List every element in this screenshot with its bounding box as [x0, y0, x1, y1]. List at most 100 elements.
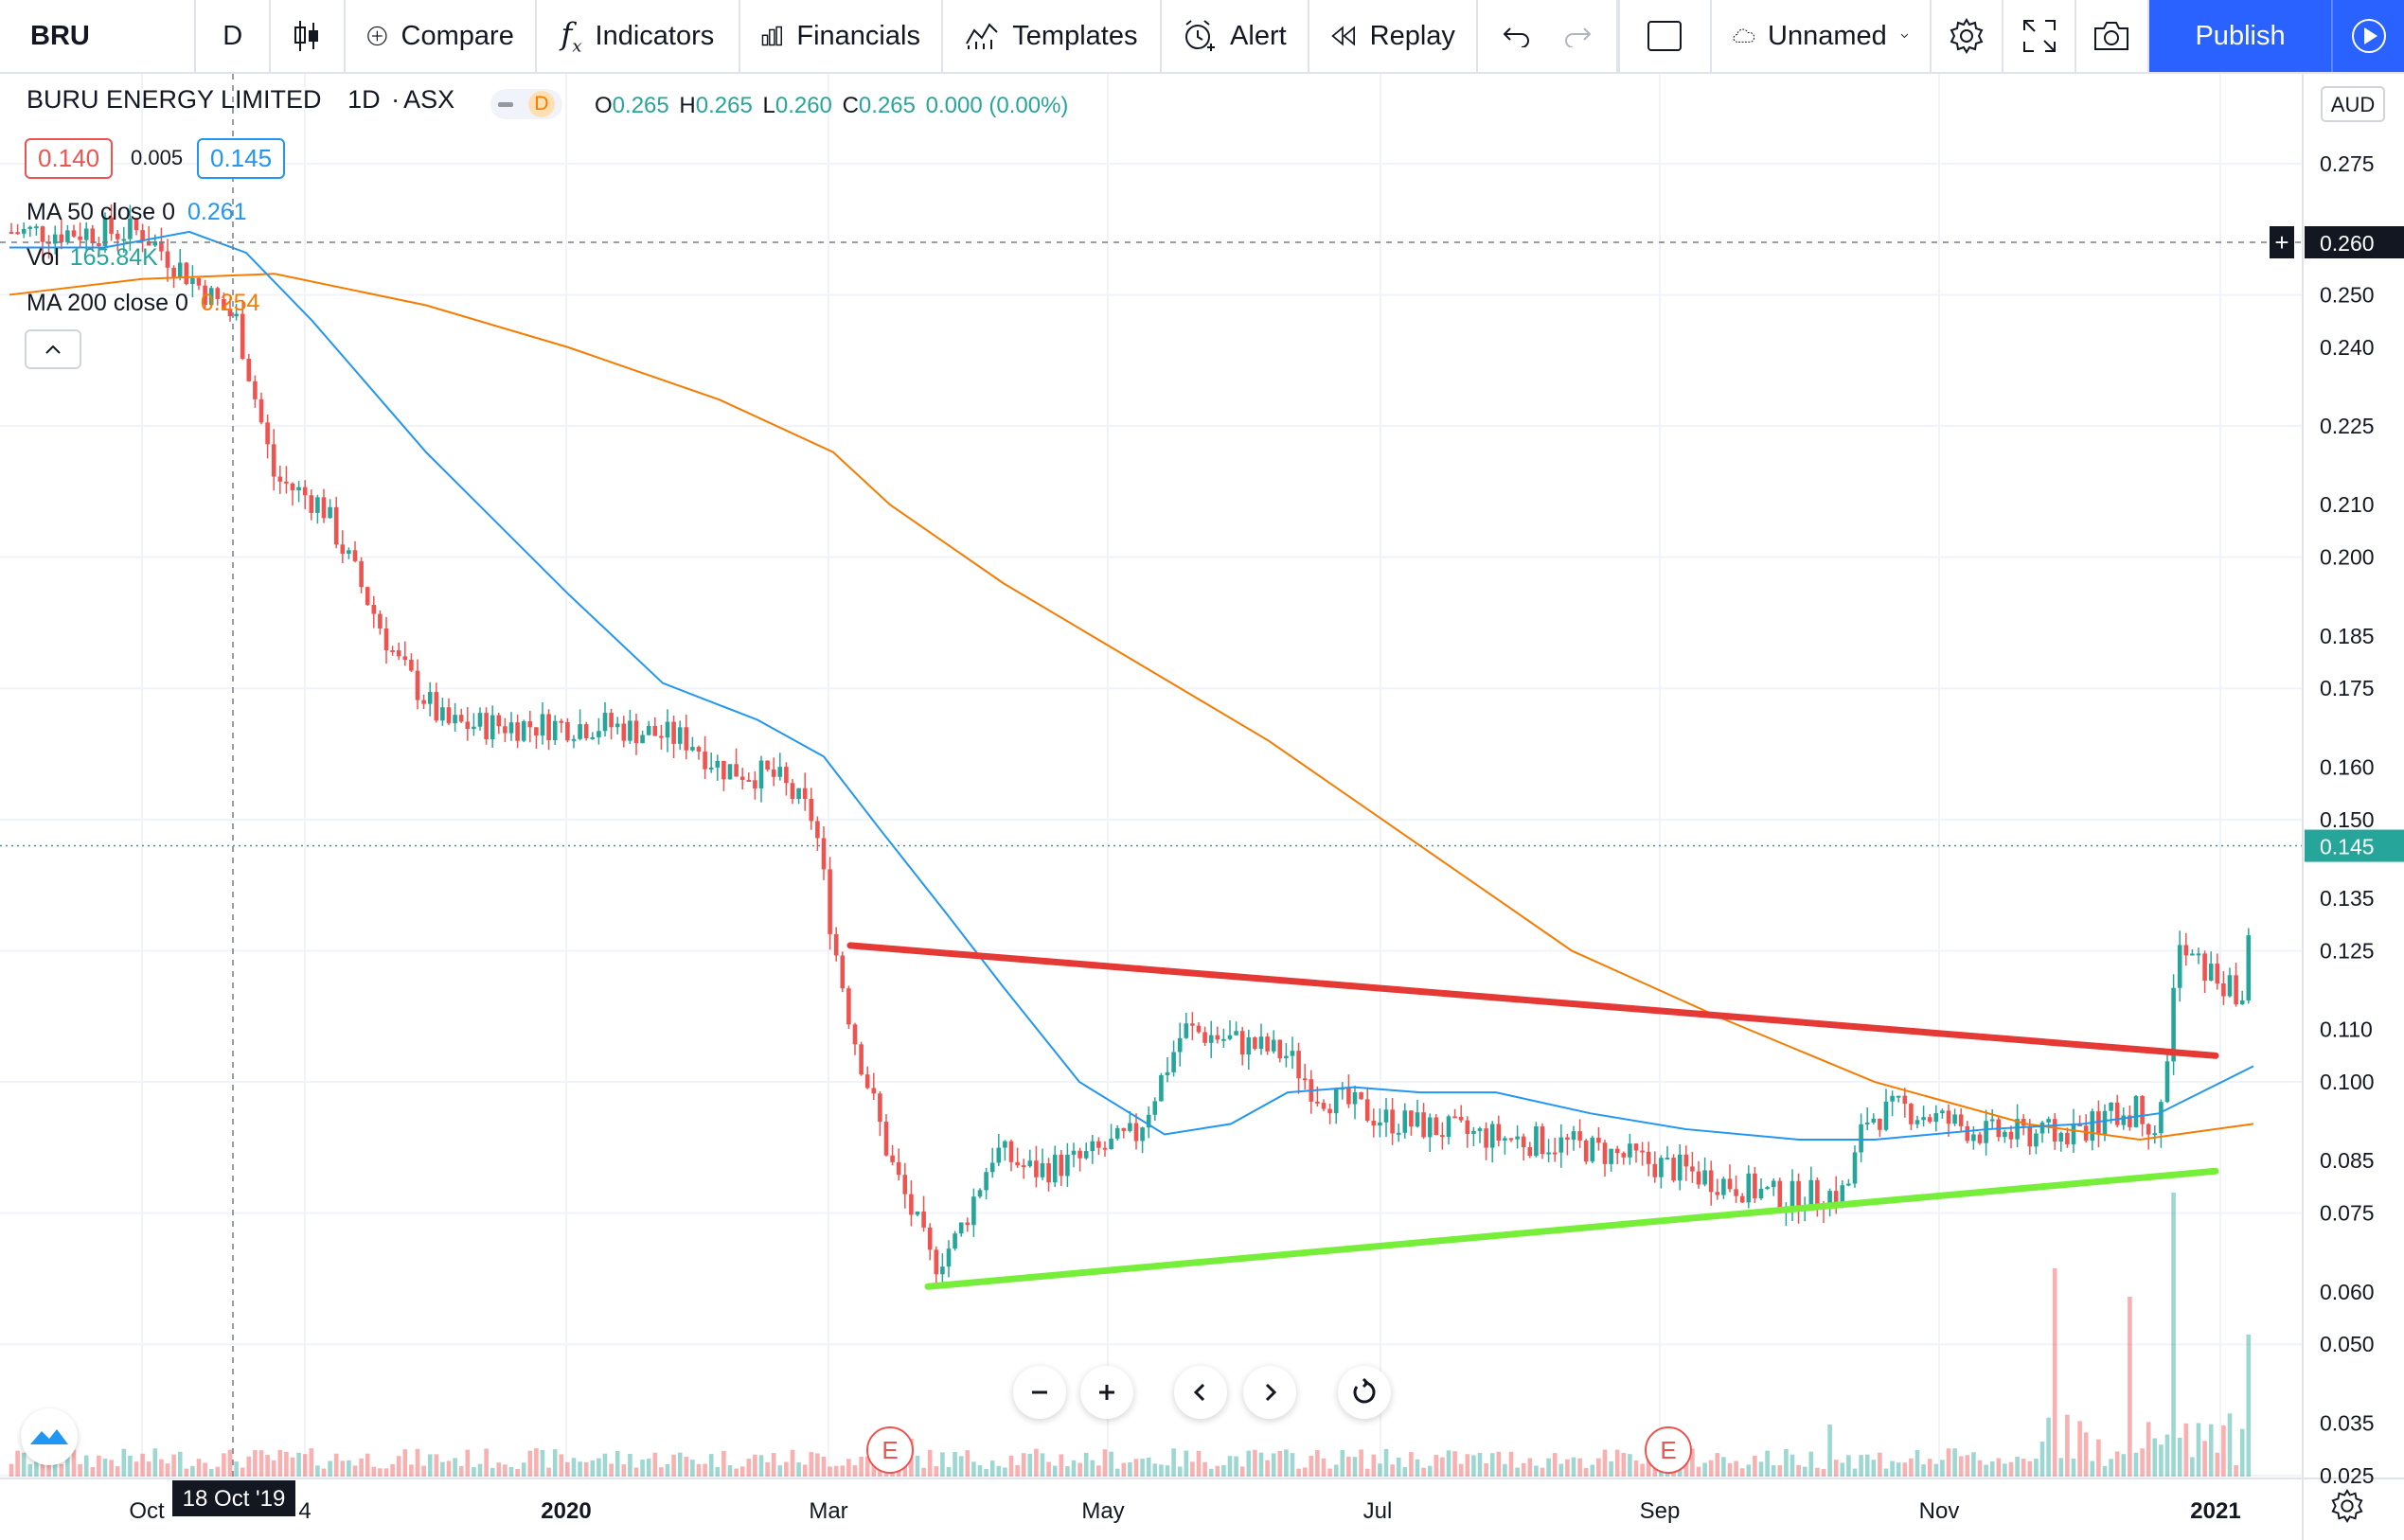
layout-name-button[interactable]: Unnamed: [1712, 0, 1932, 72]
volume-bar: [1503, 1463, 1507, 1477]
ma200-legend[interactable]: MA 200 close 0 0.254: [27, 290, 259, 317]
candle-body: [1133, 1123, 1139, 1142]
zoom-in-button[interactable]: [1080, 1366, 1133, 1419]
volume-bar: [496, 1462, 502, 1477]
volume-bar: [734, 1468, 739, 1477]
crosshair: +0.260 0.145 18 Oct '19 E E: [0, 74, 2404, 1516]
fullscreen-drawing-button[interactable]: [1618, 0, 1712, 72]
chart-style-button[interactable]: [271, 0, 346, 72]
volume-bar: [583, 1461, 589, 1477]
candle-body: [989, 1162, 995, 1173]
compare-button[interactable]: Compare: [346, 0, 537, 72]
ma50-label: MA 50 close 0: [27, 199, 176, 225]
candle-body: [1914, 1120, 1920, 1124]
fullscreen-button[interactable]: [2003, 0, 2077, 72]
candle-body: [296, 487, 301, 491]
publish-label: Publish: [2195, 20, 2286, 51]
volume-bar: [1721, 1457, 1726, 1477]
volume-bar: [383, 1468, 389, 1477]
scroll-left-button[interactable]: [1174, 1366, 1227, 1419]
data-status-badge[interactable]: D: [490, 89, 562, 119]
scroll-right-button[interactable]: [1243, 1366, 1296, 1419]
volume-bar: [614, 1450, 620, 1477]
financials-button[interactable]: Financials: [740, 0, 943, 72]
candle-body: [2102, 1110, 2108, 1135]
sell-price-chip[interactable]: 0.140: [25, 138, 114, 179]
volume-bar: [490, 1467, 495, 1477]
candle-body: [402, 656, 408, 661]
time-tick-label: Nov: [1919, 1498, 1960, 1524]
volume-bar: [1628, 1454, 1632, 1477]
candle-body: [2083, 1125, 2089, 1142]
volume-bar: [2008, 1461, 2014, 1477]
volume-bar: [527, 1450, 533, 1477]
candle-body: [1883, 1101, 1889, 1130]
candle-body: [1221, 1038, 1226, 1041]
buy-price-chip[interactable]: 0.145: [197, 138, 286, 179]
volume-bar: [1609, 1460, 1613, 1477]
candle-body: [1508, 1138, 1514, 1141]
volume-bar: [2196, 1423, 2201, 1477]
undo-icon[interactable]: [1503, 25, 1531, 47]
volume-bar: [646, 1459, 651, 1477]
ma50-legend[interactable]: MA 50 close 0 0.261: [27, 199, 247, 226]
volume-bar: [1296, 1468, 1301, 1477]
candle-body: [846, 988, 851, 1025]
candle-body: [465, 721, 471, 730]
alert-button[interactable]: Alert: [1162, 0, 1309, 72]
symbol-search[interactable]: BRU: [0, 0, 197, 72]
interval-button[interactable]: D: [196, 0, 272, 72]
volume-bar: [2096, 1439, 2101, 1477]
candle-body: [34, 226, 39, 229]
candle-body: [2234, 975, 2238, 1004]
redo-icon[interactable]: [1563, 25, 1592, 47]
settings-button[interactable]: [1932, 0, 2004, 72]
candle-body: [1602, 1142, 1608, 1164]
volume-bar: [2077, 1421, 2082, 1477]
volume-bar: [2146, 1422, 2151, 1477]
snapshot-button[interactable]: [2076, 0, 2149, 72]
reset-chart-button[interactable]: [1338, 1366, 1391, 1419]
templates-button[interactable]: Templates: [943, 0, 1162, 72]
volume-bar: [746, 1459, 752, 1477]
volume-bar: [134, 1461, 139, 1477]
volume-bar: [1690, 1448, 1695, 1477]
ma200-line: [9, 273, 2254, 1142]
chart-settings-button[interactable]: [2329, 1488, 2365, 1529]
candle-body: [1302, 1078, 1308, 1081]
zoom-out-button[interactable]: [1013, 1366, 1066, 1419]
volume-bar: [128, 1455, 133, 1477]
earnings-label: E: [881, 1436, 898, 1464]
replay-button[interactable]: Replay: [1309, 0, 1478, 72]
candle-body: [477, 713, 483, 727]
candle-body: [1940, 1110, 1945, 1114]
volume-bar: [739, 1466, 745, 1477]
candle-body: [2128, 1115, 2132, 1127]
volume-bar: [1521, 1462, 1526, 1477]
volume-bar: [1640, 1463, 1645, 1477]
volume-bar: [165, 1463, 170, 1477]
templates-label: Templates: [1012, 20, 1138, 51]
publish-button[interactable]: Publish: [2148, 0, 2332, 72]
indicators-button[interactable]: fx Indicators: [537, 0, 740, 72]
candle-body: [1496, 1124, 1502, 1141]
candle-body: [746, 779, 752, 782]
candle-body: [2159, 1102, 2164, 1134]
volume-bar: [2177, 1437, 2182, 1477]
volume-legend[interactable]: Vol 165.84K: [27, 244, 158, 272]
tradingview-logo[interactable]: [21, 1408, 78, 1465]
candle-body: [1102, 1147, 1108, 1150]
candle-body: [628, 720, 632, 741]
candle-body: [2190, 953, 2195, 956]
symbol-label: BRU: [30, 20, 90, 51]
volume-bar: [1790, 1454, 1795, 1477]
candle-body: [1171, 1052, 1176, 1072]
volume-bar: [2133, 1452, 2139, 1477]
volume-bar: [1040, 1453, 1045, 1477]
candle-body: [1571, 1131, 1576, 1141]
collapse-legend-button[interactable]: [25, 329, 81, 369]
plus-circle-icon: [367, 26, 387, 46]
candle-body: [290, 483, 295, 491]
play-button[interactable]: [2331, 0, 2404, 72]
